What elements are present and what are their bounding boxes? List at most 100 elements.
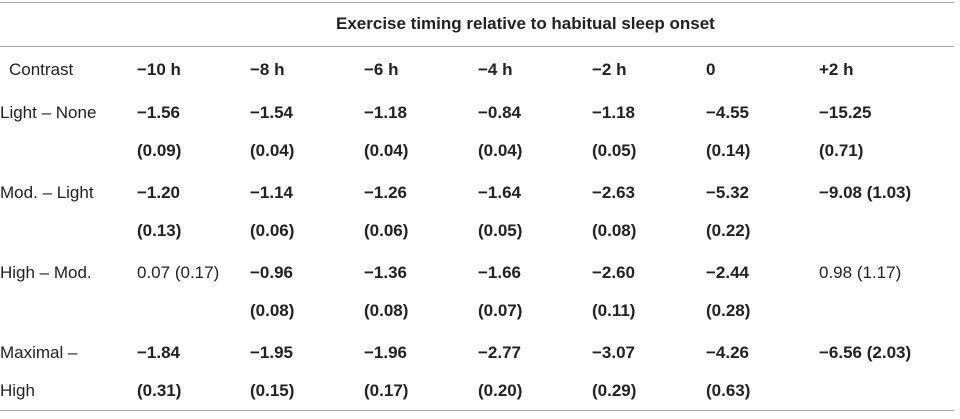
estimate-value: −1.96: [364, 343, 408, 362]
header-plus-2h: +2 h: [819, 60, 854, 79]
row-label-line: Maximal –: [0, 343, 78, 362]
standard-error: (0.17): [174, 263, 220, 282]
table-cell: −2.60 (0.11): [592, 250, 706, 330]
row-label: High – Mod.: [0, 250, 137, 330]
standard-error: (0.04): [250, 141, 295, 160]
table-cell: −1.14 (0.06): [250, 170, 364, 250]
table-cell: −3.07 (0.29): [592, 330, 706, 410]
estimate-value: −1.18: [364, 103, 408, 122]
standard-error: (0.63): [706, 381, 751, 400]
table-cell: −0.84 (0.04): [478, 90, 592, 170]
standard-error: (0.17): [364, 381, 409, 400]
bottom-rule: [0, 410, 954, 411]
estimate-value: −2.63: [592, 183, 636, 202]
estimate-value: −1.84: [137, 343, 181, 362]
standard-error: (2.03): [866, 343, 912, 362]
standard-error: (0.22): [706, 221, 751, 240]
standard-error: (0.04): [364, 141, 409, 160]
table-cell: −1.18 (0.04): [364, 90, 478, 170]
standard-error: (0.05): [592, 141, 637, 160]
table-cell: −1.84 (0.31): [137, 330, 250, 410]
table-cell: −2.44 (0.28): [706, 250, 819, 330]
estimate-value: −1.54: [250, 103, 294, 122]
estimate-value: −0.96: [250, 263, 294, 282]
standard-error: (1.17): [856, 263, 902, 282]
table-cell: −4.55 (0.14): [706, 90, 819, 170]
standard-error: (0.15): [250, 381, 295, 400]
estimate-value: −1.26: [364, 183, 408, 202]
header-minus-6h: −6 h: [364, 60, 399, 79]
contrast-table: Contrast −10 h −8 h −6 h −4 h −2 h 0 +2 …: [0, 50, 954, 410]
standard-error: (0.06): [250, 221, 295, 240]
estimate-value: −1.56: [137, 103, 181, 122]
header-0h: 0: [706, 60, 716, 79]
table-cell: −1.54 (0.04): [250, 90, 364, 170]
estimate-value: 0.07: [137, 263, 171, 282]
table-cell: −2.63 (0.08): [592, 170, 706, 250]
estimate-value: −9.08: [819, 183, 863, 202]
standard-error: (0.20): [478, 381, 523, 400]
estimate-value: −1.36: [364, 263, 408, 282]
estimate-value: −1.14: [250, 183, 294, 202]
column-spanner-title: Exercise timing relative to habitual sle…: [336, 14, 715, 33]
estimate-value: 0.98: [819, 263, 853, 282]
spanner-rule: [0, 46, 954, 47]
estimate-value: −0.84: [478, 103, 522, 122]
standard-error: (0.14): [706, 141, 751, 160]
standard-error: (0.11): [592, 301, 636, 320]
row-label: Mod. – Light: [0, 170, 137, 250]
standard-error: (0.09): [137, 141, 182, 160]
standard-error: (0.08): [592, 221, 637, 240]
table-row: Maximal – High −1.84 (0.31) −1.95 (0.15) −1.96…: [0, 330, 954, 410]
table-cell: −1.95 (0.15): [250, 330, 364, 410]
estimate-value: −1.18: [592, 103, 636, 122]
estimate-value: −1.95: [250, 343, 294, 362]
header-minus-2h: −2 h: [592, 60, 627, 79]
standard-error: (1.03): [866, 183, 912, 202]
standard-error: (0.31): [137, 381, 182, 400]
estimate-value: −2.44: [706, 263, 750, 282]
standard-error: (0.08): [250, 301, 295, 320]
top-rule: [0, 2, 954, 3]
standard-error: (0.07): [478, 301, 523, 320]
standard-error: (0.05): [478, 221, 523, 240]
standard-error: (0.04): [478, 141, 523, 160]
standard-error: (0.29): [592, 381, 637, 400]
table-cell: −1.20 (0.13): [137, 170, 250, 250]
estimate-value: −2.77: [478, 343, 522, 362]
table-cell: 0.07 (0.17): [137, 250, 250, 330]
standard-error: (0.08): [364, 301, 409, 320]
table-cell: −1.64 (0.05): [478, 170, 592, 250]
standard-error: (0.06): [364, 221, 409, 240]
estimate-value: −15.25: [819, 103, 872, 122]
table-cell: −15.25 (0.71): [819, 90, 954, 170]
table-cell: −1.56 (0.09): [137, 90, 250, 170]
estimate-value: −5.32: [706, 183, 750, 202]
estimate-value: −3.07: [592, 343, 636, 362]
table-cell: −1.18 (0.05): [592, 90, 706, 170]
row-label-line: Light – None: [0, 103, 97, 122]
estimate-value: −6.56: [819, 343, 863, 362]
table-cell: −5.32 (0.22): [706, 170, 819, 250]
table-body: Light – None −1.56 (0.09) −1.54 (0.04) −1.18 (…: [0, 90, 954, 410]
estimate-value: −2.60: [592, 263, 636, 282]
row-label: Light – None: [0, 90, 137, 170]
row-label: Maximal – High: [0, 330, 137, 410]
header-contrast: Contrast: [9, 60, 74, 79]
table-row: High – Mod. 0.07 (0.17) −0.96 (0.08) −1.36 (0…: [0, 250, 954, 330]
table-row: Mod. – Light −1.20 (0.13) −1.14 (0.06) −1.26 (…: [0, 170, 954, 250]
table-cell: −6.56 (2.03): [819, 330, 954, 410]
standard-error: (0.28): [706, 301, 751, 320]
table-cell: −0.96 (0.08): [250, 250, 364, 330]
table-cell: −9.08 (1.03): [819, 170, 954, 250]
header-minus-8h: −8 h: [250, 60, 285, 79]
table-cell: −1.66 (0.07): [478, 250, 592, 330]
estimate-value: −1.20: [137, 183, 181, 202]
estimate-value: −1.64: [478, 183, 522, 202]
table-cell: −1.36 (0.08): [364, 250, 478, 330]
table-cell: −1.96 (0.17): [364, 330, 478, 410]
table-cell: 0.98 (1.17): [819, 250, 954, 330]
standard-error: (0.13): [137, 221, 182, 240]
table-cell: −2.77 (0.20): [478, 330, 592, 410]
